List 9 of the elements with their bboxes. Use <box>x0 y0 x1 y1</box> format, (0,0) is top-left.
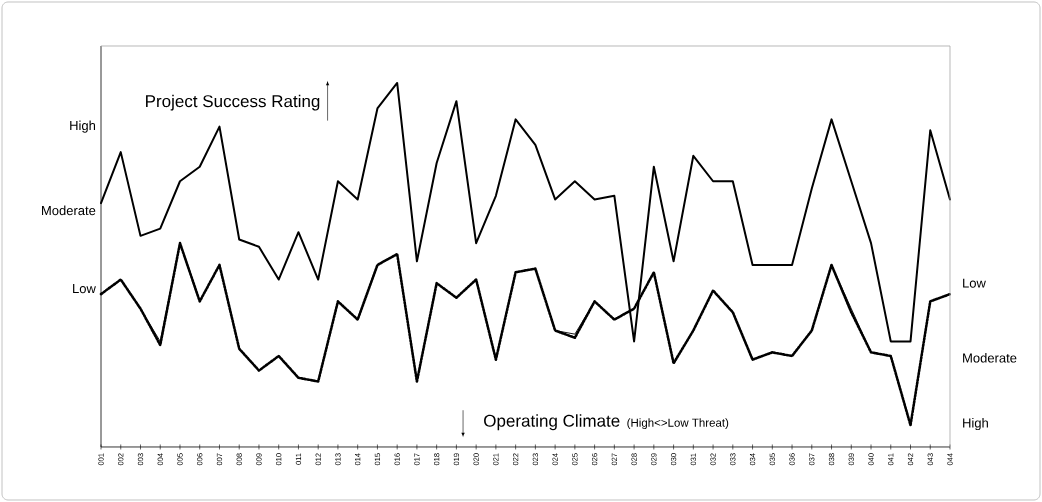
annotation: (High<>Low Threat) <box>627 418 729 430</box>
text: High <box>963 417 988 431</box>
y-axis-title: Project Success Rating <box>146 94 320 111</box>
text: Low <box>963 278 986 288</box>
y2-axis-title: Operating Climate <box>484 414 620 431</box>
text: Moderate <box>963 353 1017 363</box>
text: Moderate <box>42 205 96 216</box>
text: High <box>70 120 96 133</box>
text: Low <box>73 284 96 294</box>
